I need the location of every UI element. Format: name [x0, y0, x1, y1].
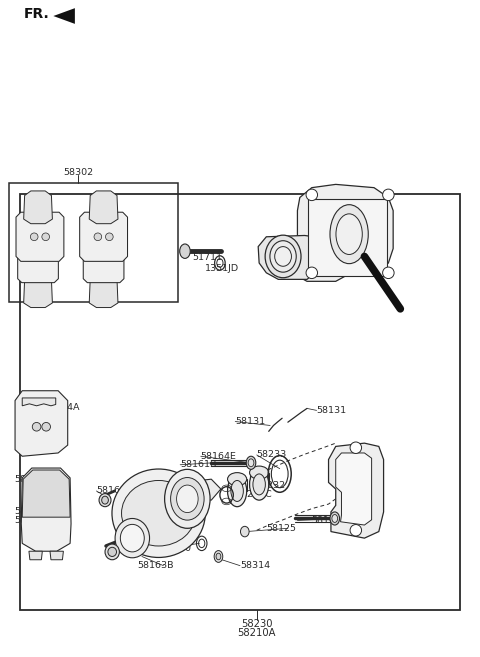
Text: 58233: 58233 — [257, 451, 287, 459]
Circle shape — [32, 422, 41, 431]
Text: 58314: 58314 — [240, 561, 270, 570]
Text: 58131: 58131 — [235, 417, 265, 426]
Ellipse shape — [99, 493, 111, 507]
Polygon shape — [83, 243, 124, 283]
Ellipse shape — [165, 469, 210, 528]
Ellipse shape — [180, 244, 190, 258]
Text: 58302: 58302 — [63, 168, 93, 177]
Text: FR.: FR. — [24, 7, 49, 21]
Ellipse shape — [246, 456, 256, 469]
Polygon shape — [24, 275, 52, 307]
Ellipse shape — [228, 472, 247, 486]
Polygon shape — [18, 243, 59, 283]
Circle shape — [306, 189, 318, 200]
Text: 58311: 58311 — [14, 507, 44, 516]
Text: 58164E: 58164E — [201, 452, 237, 461]
Ellipse shape — [121, 480, 196, 546]
Ellipse shape — [250, 468, 269, 500]
Ellipse shape — [336, 214, 362, 254]
Polygon shape — [298, 185, 393, 281]
Ellipse shape — [105, 544, 120, 560]
Polygon shape — [328, 443, 384, 538]
Circle shape — [30, 233, 38, 240]
Polygon shape — [21, 468, 71, 551]
Circle shape — [350, 442, 361, 453]
Text: 58235C: 58235C — [235, 490, 272, 499]
Text: 58164E: 58164E — [345, 506, 381, 515]
Ellipse shape — [102, 496, 108, 504]
Ellipse shape — [214, 551, 223, 562]
Circle shape — [350, 524, 361, 536]
Text: 58230: 58230 — [241, 619, 273, 629]
Ellipse shape — [265, 235, 301, 278]
Text: 58244A: 58244A — [43, 403, 79, 412]
Polygon shape — [135, 479, 221, 504]
Text: 58131: 58131 — [317, 406, 347, 415]
Ellipse shape — [120, 524, 144, 552]
Ellipse shape — [248, 459, 254, 466]
Polygon shape — [50, 551, 63, 560]
Text: 58161B: 58161B — [312, 516, 348, 525]
Polygon shape — [22, 398, 56, 406]
Polygon shape — [80, 212, 128, 261]
Circle shape — [106, 233, 113, 240]
Ellipse shape — [270, 240, 296, 272]
Ellipse shape — [231, 480, 243, 501]
Ellipse shape — [240, 526, 249, 537]
Ellipse shape — [115, 518, 150, 558]
Bar — [309, 199, 387, 276]
Circle shape — [94, 233, 102, 240]
Polygon shape — [89, 191, 118, 223]
Polygon shape — [89, 275, 118, 307]
Ellipse shape — [112, 469, 205, 557]
Circle shape — [42, 422, 50, 431]
Polygon shape — [15, 391, 68, 456]
Ellipse shape — [275, 246, 291, 266]
Bar — [20, 194, 460, 610]
Ellipse shape — [253, 474, 265, 495]
Bar — [9, 183, 178, 302]
Polygon shape — [336, 453, 372, 525]
Circle shape — [306, 267, 318, 279]
Circle shape — [383, 267, 394, 279]
Text: 51711: 51711 — [192, 253, 222, 262]
Ellipse shape — [330, 205, 368, 263]
Text: 58310A: 58310A — [14, 516, 51, 525]
Ellipse shape — [332, 514, 337, 522]
Text: 58125: 58125 — [266, 524, 296, 533]
Ellipse shape — [330, 512, 339, 525]
Polygon shape — [22, 470, 70, 517]
Polygon shape — [16, 212, 64, 261]
Polygon shape — [258, 235, 321, 279]
Text: 58163B: 58163B — [96, 486, 133, 495]
Ellipse shape — [250, 466, 269, 479]
Text: 58210A: 58210A — [238, 628, 276, 638]
Text: 1351JD: 1351JD — [205, 263, 239, 273]
Circle shape — [42, 233, 49, 240]
Ellipse shape — [108, 547, 117, 556]
Text: 58161B: 58161B — [180, 461, 216, 469]
Polygon shape — [29, 551, 42, 560]
Polygon shape — [24, 191, 52, 223]
Ellipse shape — [228, 475, 247, 507]
Ellipse shape — [170, 478, 204, 520]
Text: 58232: 58232 — [256, 480, 286, 489]
Circle shape — [383, 189, 394, 200]
Ellipse shape — [177, 485, 198, 512]
Text: 58120: 58120 — [161, 544, 191, 553]
Text: 58244A: 58244A — [14, 474, 50, 484]
Ellipse shape — [216, 553, 221, 560]
Text: 58163B: 58163B — [137, 561, 174, 570]
Polygon shape — [53, 8, 75, 24]
